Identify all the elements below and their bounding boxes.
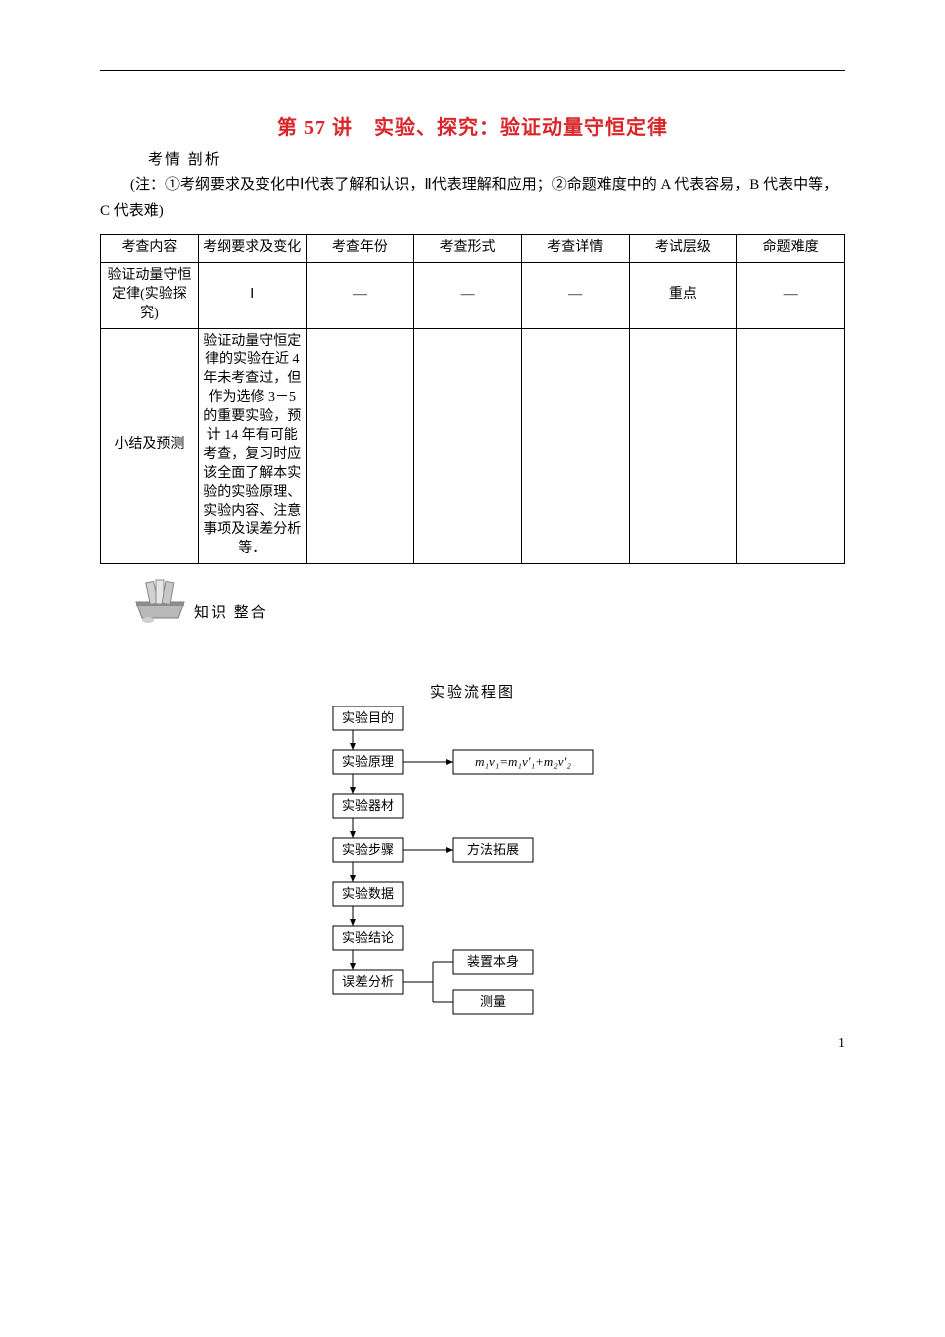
flow-node: 实验目的 bbox=[341, 710, 393, 725]
flow-node: 实验器材 bbox=[341, 798, 393, 813]
cell: 验证动量守恒定律(实验探究) bbox=[101, 262, 199, 328]
flow-side-node: 方法拓展 bbox=[466, 842, 518, 857]
flow-node: 实验数据 bbox=[341, 886, 393, 901]
section-subtitle: 考情 剖析 bbox=[148, 148, 845, 169]
books-tray-icon bbox=[130, 572, 190, 626]
exam-table: 考查内容 考纲要求及变化 考查年份 考查形式 考查详情 考试层级 命题难度 验证… bbox=[100, 234, 845, 564]
flow-side-node: m₁v₁=m₁v′₁+m₂v′₂ bbox=[475, 754, 571, 769]
th-content: 考查内容 bbox=[101, 235, 199, 263]
cell bbox=[414, 328, 522, 564]
th-level: 考试层级 bbox=[629, 235, 737, 263]
flow-node: 实验结论 bbox=[341, 930, 393, 945]
cell bbox=[306, 328, 414, 564]
flow-title: 实验流程图 bbox=[323, 681, 623, 702]
top-rule bbox=[100, 70, 845, 71]
th-form: 考查形式 bbox=[414, 235, 522, 263]
flowchart: 实验目的 实验原理 实验器材 实验步骤 实验数据 实验结论 误差分析 bbox=[323, 706, 623, 1036]
page-title: 第 57 讲 实验、探究：验证动量守恒定律 bbox=[100, 111, 845, 140]
cell: 验证动量守恒定律的实验在近 4 年未考查过，但作为选修 3－5 的重要实验，预计… bbox=[198, 328, 306, 564]
cell: — bbox=[737, 262, 845, 328]
cell bbox=[521, 328, 629, 564]
flow-node: 实验步骤 bbox=[341, 842, 393, 857]
page-number: 1 bbox=[838, 1036, 845, 1052]
th-year: 考查年份 bbox=[306, 235, 414, 263]
flow-side-node: 测量 bbox=[479, 994, 505, 1009]
th-diff: 命题难度 bbox=[737, 235, 845, 263]
knowledge-label: 知识 整合 bbox=[194, 601, 268, 622]
cell bbox=[737, 328, 845, 564]
table-header-row: 考查内容 考纲要求及变化 考查年份 考查形式 考查详情 考试层级 命题难度 bbox=[101, 235, 845, 263]
cell: — bbox=[306, 262, 414, 328]
flow-node: 实验原理 bbox=[341, 754, 393, 769]
table-row: 小结及预测 验证动量守恒定律的实验在近 4 年未考查过，但作为选修 3－5 的重… bbox=[101, 328, 845, 564]
flow-node: 误差分析 bbox=[341, 974, 393, 989]
cell: 小结及预测 bbox=[101, 328, 199, 564]
cell: 重点 bbox=[629, 262, 737, 328]
cell: — bbox=[521, 262, 629, 328]
cell bbox=[629, 328, 737, 564]
th-req: 考纲要求及变化 bbox=[198, 235, 306, 263]
flow-side-node: 装置本身 bbox=[466, 954, 518, 969]
th-detail: 考查详情 bbox=[521, 235, 629, 263]
note-text: (注：①考纲要求及变化中Ⅰ代表了解和认识，Ⅱ代表理解和应用；②命题难度中的 A … bbox=[100, 173, 845, 224]
cell: Ⅰ bbox=[198, 262, 306, 328]
cell: — bbox=[414, 262, 522, 328]
table-row: 验证动量守恒定律(实验探究) Ⅰ — — — 重点 — bbox=[101, 262, 845, 328]
